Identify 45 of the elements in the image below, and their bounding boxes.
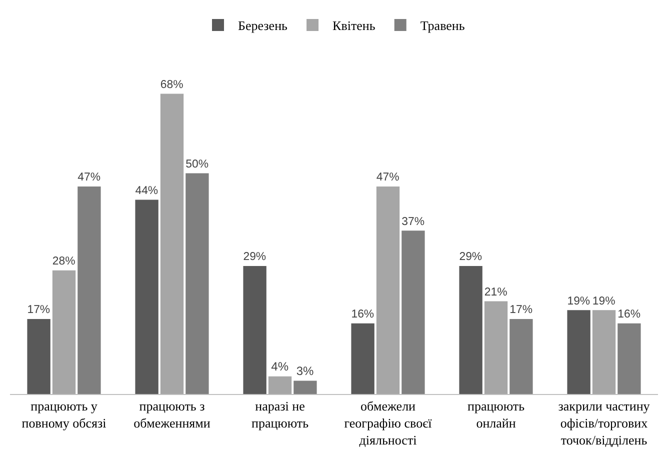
bar	[351, 323, 374, 394]
bar	[510, 318, 533, 394]
bar	[567, 310, 590, 394]
bar	[294, 380, 317, 394]
x-tick-label: працюють онлайн	[467, 398, 525, 430]
bar	[268, 376, 292, 394]
bar	[243, 266, 266, 394]
x-tick-label: наразі не працюють	[251, 398, 309, 430]
bar	[618, 323, 641, 394]
data-label: 29%	[243, 251, 266, 264]
x-tick-label: працюють з обмеженнями	[134, 398, 210, 430]
data-label: 3%	[296, 364, 314, 378]
data-label: 68%	[160, 78, 184, 91]
x-tick-label: працюють у повному обсязі	[22, 398, 107, 430]
bar	[459, 266, 482, 394]
legend-label: Березень	[238, 18, 288, 34]
data-label: 47%	[376, 172, 400, 184]
bar	[52, 270, 76, 394]
bar	[484, 301, 508, 394]
data-label: 19%	[592, 295, 616, 308]
bar	[27, 318, 50, 394]
data-label: 17%	[27, 304, 50, 316]
data-label: 21%	[484, 286, 508, 298]
bar	[186, 173, 209, 394]
data-label: 4%	[271, 359, 289, 374]
data-label: 28%	[52, 256, 76, 268]
data-label: 16%	[618, 308, 640, 321]
x-tick-label: обмежели географію своєї діяльності	[344, 398, 432, 448]
data-label: 29%	[459, 251, 482, 264]
data-label: 17%	[510, 304, 532, 316]
bar	[376, 186, 400, 394]
bar	[78, 186, 101, 394]
data-label: 50%	[186, 158, 208, 170]
bar	[135, 200, 158, 394]
x-tick-label: закрили частину офісів/торгових точок/відділень	[558, 398, 650, 448]
data-label: 37%	[402, 216, 424, 228]
data-label: 19%	[567, 295, 590, 308]
data-label: 47%	[78, 172, 100, 184]
legend-label: Квітень	[332, 18, 376, 34]
bar	[160, 94, 184, 394]
bar	[402, 230, 425, 394]
legend-label: Травень	[420, 18, 465, 34]
data-label: 44%	[135, 184, 158, 197]
bar	[592, 310, 616, 394]
data-label: 16%	[351, 308, 374, 321]
